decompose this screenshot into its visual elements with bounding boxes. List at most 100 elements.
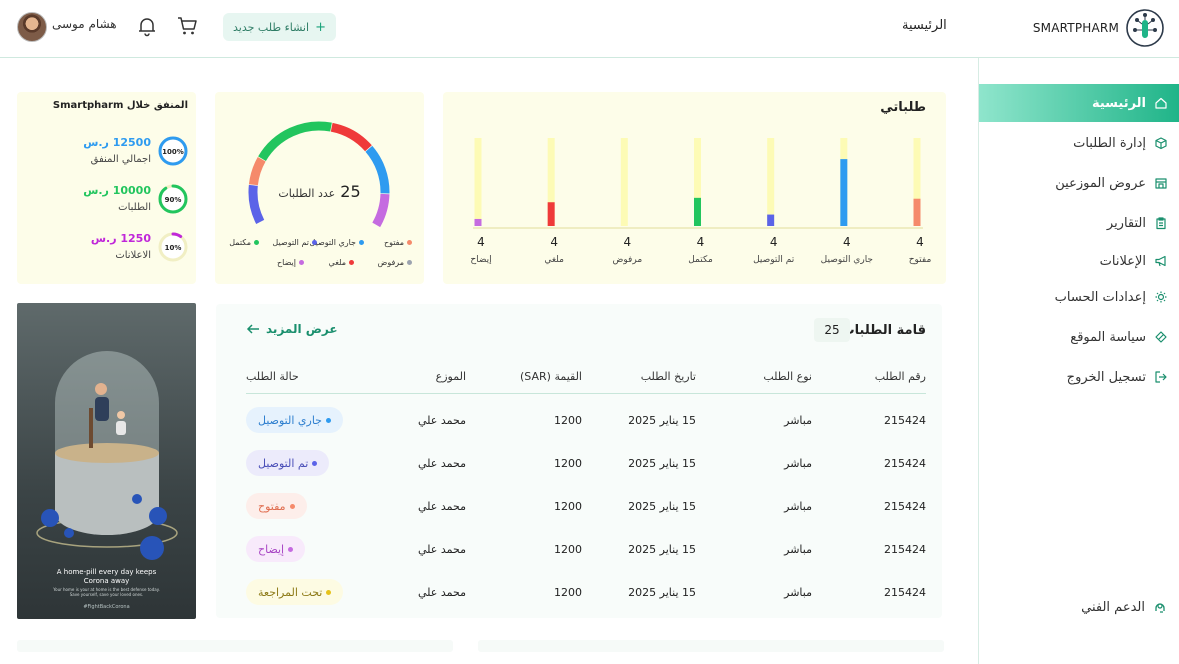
gauge-center: 25 عدد الطلبات bbox=[215, 182, 424, 201]
status-label: تحت المراجعة bbox=[258, 585, 323, 599]
status-badge: مفتوح bbox=[246, 493, 307, 519]
my-orders-title: طلباتي bbox=[880, 100, 926, 115]
new-order-button[interactable]: + انشاء طلب جديد bbox=[223, 13, 336, 41]
gauge-segment bbox=[248, 157, 266, 186]
table-header-divider bbox=[246, 393, 926, 394]
bar bbox=[767, 214, 775, 226]
promo-subtext: Your home is your at home is the best de… bbox=[53, 587, 160, 597]
bar-value-label: 4 bbox=[624, 235, 632, 249]
spending-label: الاعلانات bbox=[115, 250, 151, 261]
home-icon bbox=[1155, 97, 1167, 109]
legend-item: إيضاح bbox=[277, 258, 304, 267]
legend-item: مرفوض bbox=[378, 258, 412, 267]
bottom-card-edge bbox=[478, 640, 944, 652]
cart-icon[interactable] bbox=[176, 15, 198, 37]
promo-banner[interactable]: A home-pill every day keeps Corona away … bbox=[17, 303, 196, 619]
orders-gauge-chart bbox=[248, 121, 390, 228]
sidebar-item-4[interactable]: الإعلانات bbox=[979, 242, 1179, 280]
table-cell: 1200 bbox=[554, 414, 582, 427]
spending-amount: 12500 ر.س bbox=[83, 136, 151, 149]
gauge-segment bbox=[372, 193, 390, 228]
legend-dot bbox=[407, 260, 412, 265]
legend-dot bbox=[349, 260, 354, 265]
status-label: تم التوصيل bbox=[258, 456, 309, 470]
logout-icon bbox=[1155, 371, 1167, 383]
status-dot bbox=[288, 546, 294, 552]
orders-bar-chart: 4 مفتوح 4 جاري التوصيل 4 تم التوصيل 4 مكتمل 4 مرف… bbox=[470, 138, 932, 265]
table-cell: 1200 bbox=[554, 543, 582, 556]
status-badge: إيضاح bbox=[246, 536, 306, 562]
orders-gauge-card: 25 عدد الطلبات مفتوح جاري التوصيل تم التوص… bbox=[215, 92, 424, 284]
bar bbox=[913, 198, 921, 226]
sidebar-item-label: التقارير bbox=[1106, 215, 1146, 231]
legend-dot bbox=[312, 240, 317, 245]
spending-ring: 100% bbox=[158, 136, 188, 166]
legend-dot bbox=[359, 240, 364, 245]
orders-table-card: قامة الطلبات 25 عرض المزيد رقم الطلب نوع … bbox=[216, 304, 942, 618]
legend-label: إيضاح bbox=[277, 258, 296, 267]
sidebar-item-label: الرئيسية bbox=[1091, 95, 1146, 111]
headset-icon bbox=[1155, 603, 1165, 613]
table-cell: 1200 bbox=[554, 586, 582, 599]
gauge-segment bbox=[258, 121, 332, 162]
legend-label: مرفوض bbox=[377, 258, 404, 267]
column-header: رقم الطلب bbox=[874, 370, 926, 383]
spending-title: المنفق خلال Smartpharm bbox=[52, 100, 188, 111]
view-more-link[interactable]: عرض المزيد bbox=[246, 322, 338, 336]
status-dot bbox=[312, 460, 318, 466]
legend-dot bbox=[254, 240, 259, 245]
legend-label: مفتوح bbox=[383, 238, 404, 247]
table-cell: محمد علي bbox=[418, 586, 466, 599]
table-cell: 15 يناير 2025 bbox=[628, 414, 696, 427]
brand-logo[interactable]: SMARTPHARM bbox=[1033, 8, 1165, 48]
bar-track bbox=[913, 138, 921, 226]
bar-category-label: ملغي bbox=[544, 255, 564, 265]
table-cell: 215424 bbox=[884, 586, 926, 599]
bar-track bbox=[547, 138, 555, 226]
avatar[interactable] bbox=[17, 12, 47, 42]
sidebar-item-2[interactable]: عروض الموزعين bbox=[979, 164, 1179, 202]
pill-capsule-illustration bbox=[36, 351, 178, 560]
table-cell: مباشر bbox=[784, 500, 812, 513]
gauge-segment bbox=[365, 145, 390, 194]
sidebar-item-1[interactable]: إدارة الطلبات bbox=[979, 124, 1179, 162]
legend-item: ملغي bbox=[329, 258, 354, 267]
new-order-label: انشاء طلب جديد bbox=[233, 20, 310, 34]
sidebar-item-label: إدارة الطلبات bbox=[1073, 135, 1146, 151]
brand-name: SMARTPHARM bbox=[1032, 21, 1119, 35]
orders-table-title: قامة الطلبات bbox=[841, 323, 926, 338]
legend-item: جاري التوصيل bbox=[309, 238, 364, 247]
table-cell: 15 يناير 2025 bbox=[628, 586, 696, 599]
diamond-icon bbox=[1155, 331, 1167, 343]
status-label: جاري التوصيل bbox=[258, 413, 322, 427]
store-icon bbox=[1155, 178, 1167, 189]
table-cell: مباشر bbox=[784, 586, 812, 599]
bar-category-label: جاري التوصيل bbox=[821, 255, 873, 265]
legend-label: جاري التوصيل bbox=[309, 238, 356, 247]
sidebar-item-label: الدعم الفني bbox=[1081, 599, 1145, 615]
top-nav-home[interactable]: الرئيسية bbox=[902, 18, 947, 33]
bar bbox=[474, 218, 482, 226]
brand-logo-icon bbox=[1126, 9, 1164, 47]
sidebar-item-label: عروض الموزعين bbox=[1055, 175, 1146, 191]
legend-item: تم التوصيل bbox=[272, 238, 317, 247]
bell-icon[interactable] bbox=[136, 15, 158, 37]
sidebar-item-0[interactable]: الرئيسية bbox=[979, 84, 1179, 122]
table-cell: مباشر bbox=[784, 543, 812, 556]
sidebar-item-3[interactable]: التقارير bbox=[979, 204, 1179, 242]
sidebar-item-support[interactable]: الدعم الفني bbox=[978, 596, 1179, 618]
spending-percent: 100% bbox=[162, 148, 184, 156]
user-name[interactable]: هشام موسى bbox=[52, 17, 117, 31]
status-label: مفتوح bbox=[258, 499, 286, 513]
spending-percent: 10% bbox=[165, 244, 182, 252]
status-badge: تم التوصيل bbox=[246, 450, 330, 476]
gauge-segment bbox=[330, 122, 372, 152]
bar-category-label: مكتمل bbox=[688, 255, 713, 265]
view-more-label: عرض المزيد bbox=[266, 322, 338, 336]
sidebar-item-6[interactable]: سياسة الموقع bbox=[979, 318, 1179, 356]
sidebar-item-7[interactable]: تسجيل الخروج bbox=[979, 358, 1179, 396]
sidebar-item-5[interactable]: إعدادات الحساب bbox=[979, 278, 1179, 316]
sidebar-item-label: الإعلانات bbox=[1099, 253, 1146, 269]
orders-count-label: عدد الطلبات bbox=[278, 187, 336, 200]
bar-category-label: مفتوح bbox=[909, 255, 932, 265]
